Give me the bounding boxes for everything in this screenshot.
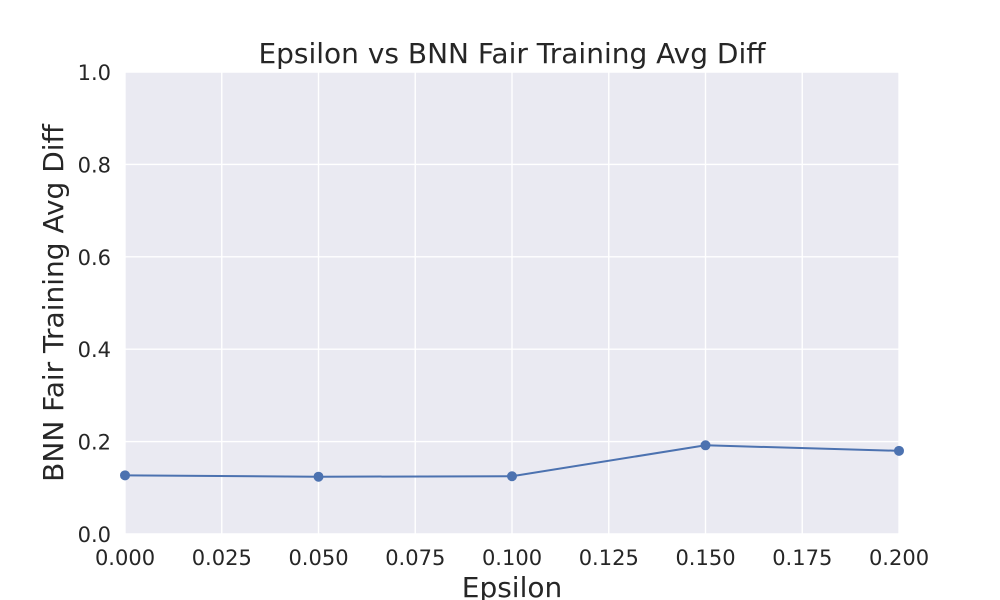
y-tick-label: 0.6 (78, 246, 111, 270)
x-tick-label: 0.150 (675, 546, 735, 570)
x-tick-label: 0.075 (385, 546, 445, 570)
y-tick-label: 0.8 (78, 153, 111, 177)
y-tick-label: 0.2 (78, 431, 111, 455)
y-tick-label: 0.4 (78, 338, 111, 362)
x-tick-label: 0.125 (579, 546, 639, 570)
chart-title: Epsilon vs BNN Fair Training Avg Diff (258, 37, 766, 70)
x-axis-label: Epsilon (462, 571, 563, 600)
y-tick-label: 0.0 (78, 523, 111, 547)
x-tick-label: 0.175 (772, 546, 832, 570)
grid (124, 71, 900, 535)
x-tick-label: 0.200 (869, 546, 929, 570)
x-tick-label: 0.025 (192, 546, 252, 570)
data-point (120, 470, 130, 481)
data-point (313, 471, 324, 482)
y-tick-label: 1.0 (78, 61, 111, 85)
data-point (507, 471, 517, 482)
data-point (700, 440, 711, 451)
x-tick-label: 0.100 (482, 546, 542, 570)
x-tick-labels: 0.000 0.025 0.050 0.075 0.100 0.125 0.150 0.175… (95, 546, 929, 570)
series-group (120, 440, 904, 482)
y-tick-labels: 0.0 0.2 0.4 0.6 0.8 1.0 (78, 61, 111, 547)
y-axis-label: BNN Fair Training Avg Diff (37, 123, 70, 481)
x-tick-label: 0.000 (95, 546, 155, 570)
x-tick-label: 0.050 (288, 546, 348, 570)
data-point (894, 445, 904, 456)
